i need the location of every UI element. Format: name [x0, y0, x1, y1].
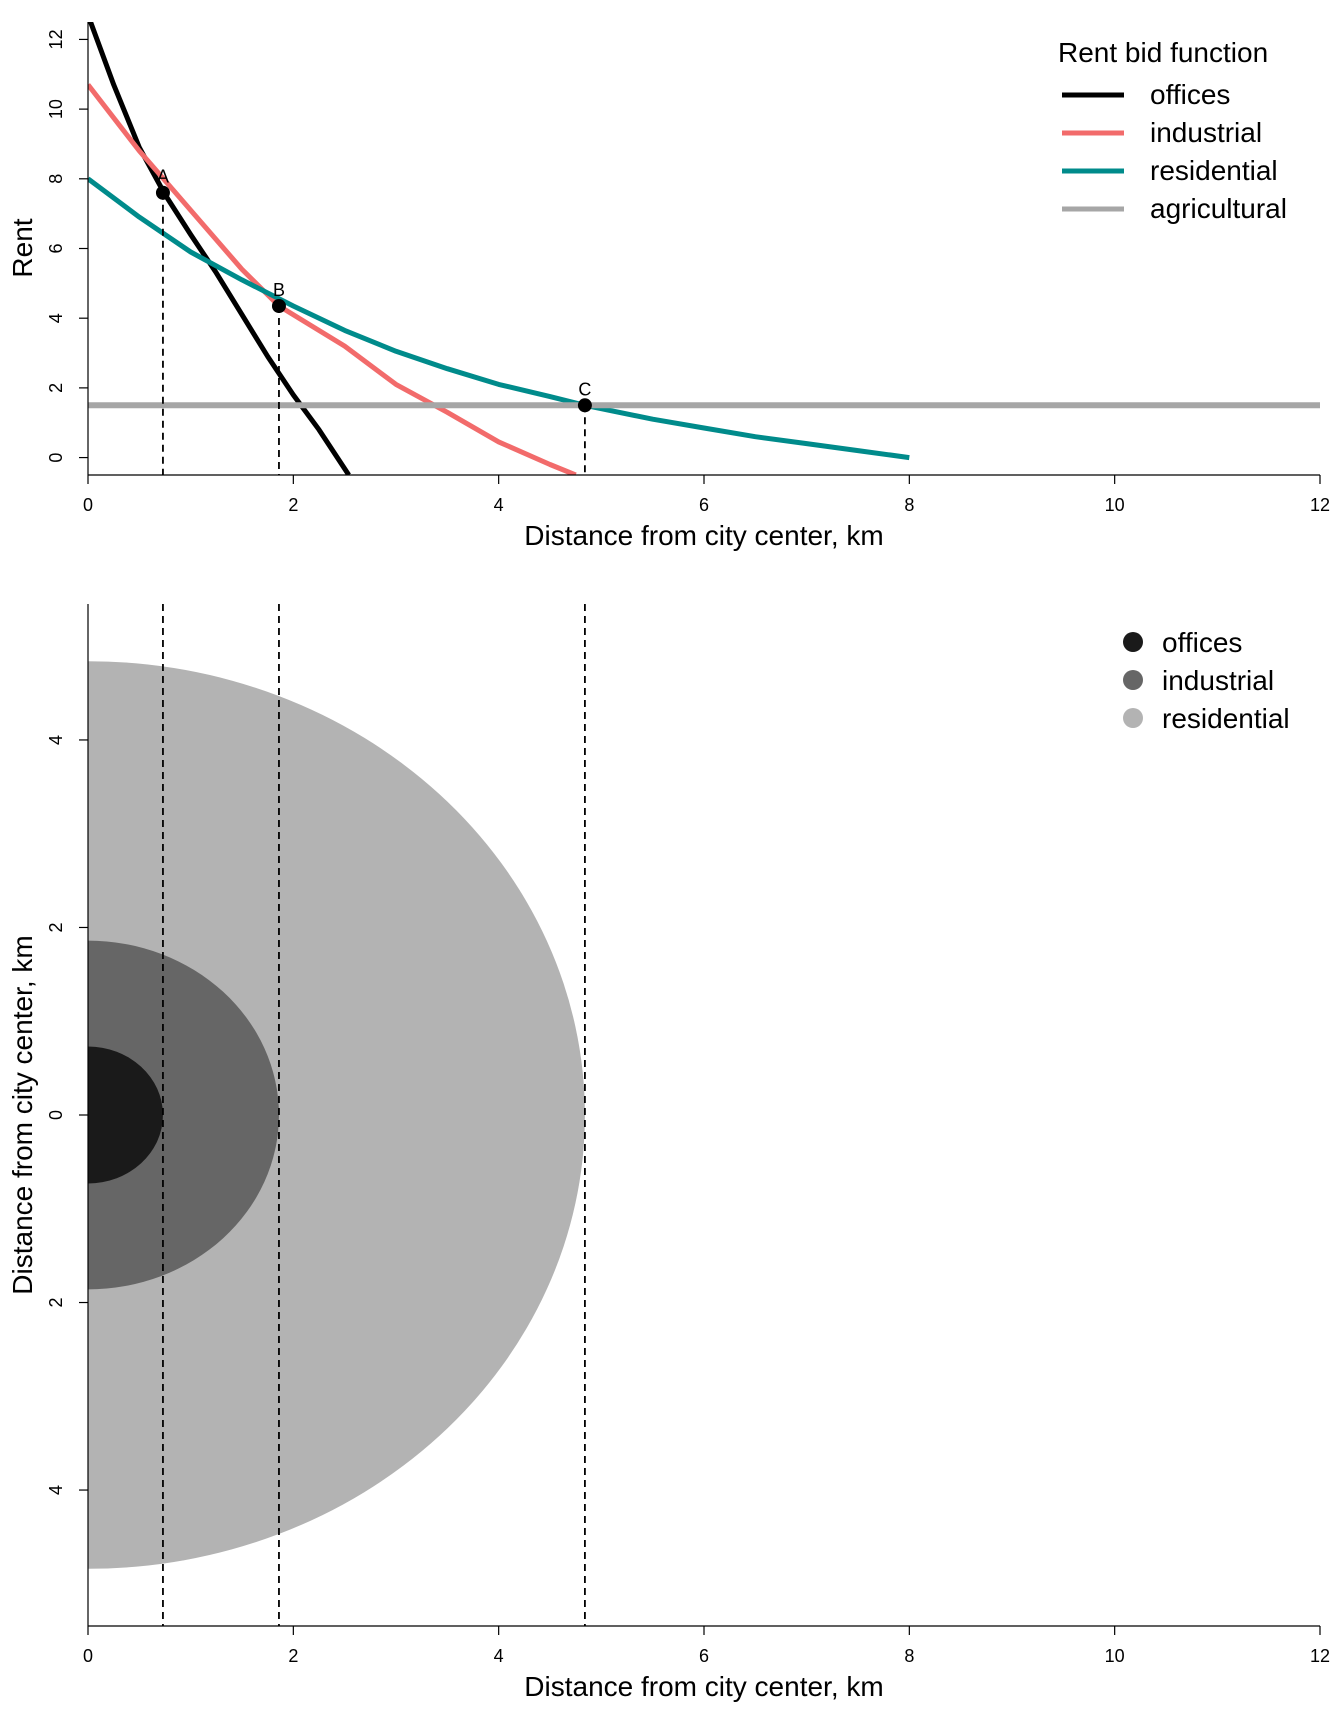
y-tick-label: 6: [46, 243, 66, 253]
legend-item-industrial: industrial: [1123, 665, 1274, 696]
y-tick-label: 4: [46, 313, 66, 323]
rent-curves: [88, 22, 1320, 475]
x-tick-label: 6: [699, 1646, 709, 1666]
y-axis-label: Rent: [7, 218, 38, 277]
y-tick-label: 4: [46, 1485, 66, 1495]
x-tick-label: 10: [1105, 1646, 1125, 1666]
intersection-point-b: [271, 298, 286, 313]
legend: Rent bid function offices industrial resid…: [1058, 37, 1287, 224]
series-line-industrial: [88, 83, 577, 475]
legend-item-agricultural: agricultural: [1062, 193, 1287, 224]
land-use-zones: [88, 661, 585, 1569]
legend-label: offices: [1150, 79, 1230, 110]
x-tick-label: 8: [904, 1646, 914, 1666]
legend-item-residential: residential: [1123, 703, 1290, 734]
x-tick-label: 4: [494, 1646, 504, 1666]
x-tick-label: 12: [1310, 495, 1330, 515]
legend-swatch: [1123, 670, 1143, 690]
rent-chart-axes: 0 2 4 6 8 10 12 0 2 4 6 8 10 12: [46, 22, 1330, 515]
zone-offices: [88, 1046, 163, 1184]
legend-label: residential: [1150, 155, 1278, 186]
legend-label: residential: [1162, 703, 1290, 734]
y-tick-label: 0: [46, 453, 66, 463]
x-tick-label: 0: [83, 1646, 93, 1666]
x-axis-label: Distance from city center, km: [524, 520, 883, 551]
legend-item-offices: offices: [1123, 627, 1242, 658]
zone-residential: [88, 661, 585, 1569]
y-tick-label: 12: [46, 29, 66, 49]
x-tick-label: 0: [83, 495, 93, 515]
point-label-b: B: [273, 280, 285, 300]
y-tick-label: 8: [46, 174, 66, 184]
legend-label: offices: [1162, 627, 1242, 658]
legend-label: industrial: [1150, 117, 1262, 148]
y-tick-label: 0: [46, 1110, 66, 1120]
y-tick-label: 2: [46, 922, 66, 932]
x-tick-label: 6: [699, 495, 709, 515]
legend-item-residential: residential: [1062, 155, 1278, 186]
legend-label: industrial: [1162, 665, 1274, 696]
legend-label: agricultural: [1150, 193, 1287, 224]
x-tick-label: 2: [288, 495, 298, 515]
legend-swatch: [1123, 708, 1143, 728]
y-tick-label: 2: [46, 383, 66, 393]
legend: offices industrial residential: [1123, 627, 1290, 734]
legend-item-industrial: industrial: [1062, 117, 1262, 148]
legend-swatch: [1123, 632, 1143, 652]
x-axis-label: Distance from city center, km: [524, 1671, 883, 1702]
x-tick-label: 12: [1310, 1646, 1330, 1666]
x-tick-label: 8: [904, 495, 914, 515]
intersection-point-c: [577, 398, 592, 413]
zone-map-axes: 0 2 4 6 8 10 12 4 2 0 2 4: [46, 604, 1330, 1666]
point-label-a: A: [157, 167, 169, 187]
legend-item-offices: offices: [1062, 79, 1230, 110]
rent-chart-boundary-lines: [162, 192, 586, 475]
x-tick-label: 4: [494, 495, 504, 515]
zone-industrial: [88, 940, 279, 1290]
y-tick-label: 10: [46, 99, 66, 119]
legend-title: Rent bid function: [1058, 37, 1268, 68]
rent-chart-points: A B C: [155, 167, 592, 413]
zone-boundary-lines: [162, 604, 586, 1626]
y-axis-label: Distance from city center, km: [7, 935, 38, 1294]
y-tick-label: 4: [46, 735, 66, 745]
series-line-residential: [88, 176, 910, 461]
x-tick-label: 10: [1105, 495, 1125, 515]
x-tick-label: 2: [288, 1646, 298, 1666]
rent-bid-chart: A B C 0 2 4 6 8 10 12 0 2 4 6 8 10 12 Distance from cit…: [7, 22, 1330, 551]
land-use-zone-map: 0 2 4 6 8 10 12 4 2 0 2 4 Distance from city center…: [7, 604, 1330, 1702]
intersection-point-a: [155, 185, 170, 200]
y-tick-label: 2: [46, 1298, 66, 1308]
point-label-c: C: [578, 379, 591, 399]
